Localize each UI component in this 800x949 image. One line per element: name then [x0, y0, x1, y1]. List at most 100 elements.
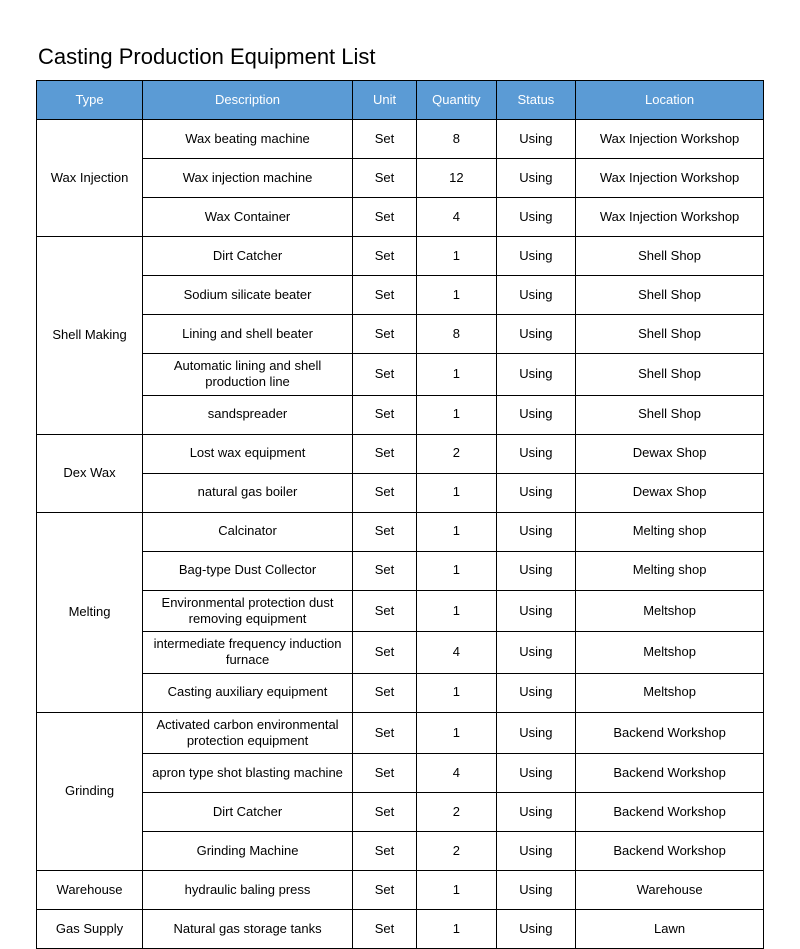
desc-cell: Bag-type Dust Collector [143, 551, 353, 590]
col-unit: Unit [352, 81, 416, 120]
unit-cell: Set [352, 793, 416, 832]
loc-cell: Wax Injection Workshop [576, 159, 764, 198]
table-row: Dirt Catcher Set 2 Using Backend Worksho… [37, 793, 764, 832]
loc-cell: Meltshop [576, 632, 764, 674]
equipment-table: Type Description Unit Quantity Status Lo… [36, 80, 764, 949]
col-location: Location [576, 81, 764, 120]
qty-cell: 2 [417, 832, 497, 871]
desc-cell: Dirt Catcher [143, 793, 353, 832]
stat-cell: Using [496, 793, 576, 832]
stat-cell: Using [496, 590, 576, 632]
qty-cell: 2 [417, 434, 497, 473]
table-row: Wax Injection Wax beating machine Set 8 … [37, 120, 764, 159]
stat-cell: Using [496, 120, 576, 159]
table-row: Grinding Activated carbon environmental … [37, 712, 764, 754]
table-header-row: Type Description Unit Quantity Status Lo… [37, 81, 764, 120]
qty-cell: 1 [417, 673, 497, 712]
unit-cell: Set [352, 276, 416, 315]
desc-cell: Grinding Machine [143, 832, 353, 871]
stat-cell: Using [496, 276, 576, 315]
desc-cell: Wax beating machine [143, 120, 353, 159]
desc-cell: Environmental protection dust removing e… [143, 590, 353, 632]
unit-cell: Set [352, 590, 416, 632]
desc-cell: natural gas boiler [143, 473, 353, 512]
table-row: Grinding Machine Set 2 Using Backend Wor… [37, 832, 764, 871]
loc-cell: Warehouse [576, 871, 764, 910]
loc-cell: Shell Shop [576, 276, 764, 315]
stat-cell: Using [496, 434, 576, 473]
unit-cell: Set [352, 315, 416, 354]
qty-cell: 2 [417, 793, 497, 832]
table-row: natural gas boiler Set 1 Using Dewax Sho… [37, 473, 764, 512]
unit-cell: Set [352, 434, 416, 473]
loc-cell: Shell Shop [576, 237, 764, 276]
table-row: intermediate frequency induction furnace… [37, 632, 764, 674]
table-row: Melting Calcinator Set 1 Using Melting s… [37, 512, 764, 551]
type-cell: Grinding [37, 712, 143, 871]
type-cell: Wax Injection [37, 120, 143, 237]
unit-cell: Set [352, 159, 416, 198]
col-type: Type [37, 81, 143, 120]
loc-cell: Backend Workshop [576, 793, 764, 832]
stat-cell: Using [496, 551, 576, 590]
table-row: Casting auxiliary equipment Set 1 Using … [37, 673, 764, 712]
unit-cell: Set [352, 551, 416, 590]
table-row: Lining and shell beater Set 8 Using Shel… [37, 315, 764, 354]
unit-cell: Set [352, 473, 416, 512]
table-row: Bag-type Dust Collector Set 1 Using Melt… [37, 551, 764, 590]
qty-cell: 1 [417, 354, 497, 396]
table-row: Automatic lining and shell production li… [37, 354, 764, 396]
desc-cell: hydraulic baling press [143, 871, 353, 910]
desc-cell: Wax injection machine [143, 159, 353, 198]
loc-cell: Dewax Shop [576, 473, 764, 512]
stat-cell: Using [496, 832, 576, 871]
stat-cell: Using [496, 754, 576, 793]
loc-cell: Shell Shop [576, 354, 764, 396]
qty-cell: 1 [417, 551, 497, 590]
loc-cell: Meltshop [576, 590, 764, 632]
loc-cell: Dewax Shop [576, 434, 764, 473]
desc-cell: Calcinator [143, 512, 353, 551]
stat-cell: Using [496, 159, 576, 198]
unit-cell: Set [352, 237, 416, 276]
desc-cell: Dirt Catcher [143, 237, 353, 276]
stat-cell: Using [496, 673, 576, 712]
qty-cell: 1 [417, 512, 497, 551]
table-body: Wax Injection Wax beating machine Set 8 … [37, 120, 764, 949]
stat-cell: Using [496, 910, 576, 949]
stat-cell: Using [496, 712, 576, 754]
table-row: Shell Making Dirt Catcher Set 1 Using Sh… [37, 237, 764, 276]
desc-cell: intermediate frequency induction furnace [143, 632, 353, 674]
qty-cell: 1 [417, 910, 497, 949]
type-cell: Warehouse [37, 871, 143, 910]
table-row: Gas Supply Natural gas storage tanks Set… [37, 910, 764, 949]
type-cell: Shell Making [37, 237, 143, 435]
stat-cell: Using [496, 395, 576, 434]
stat-cell: Using [496, 512, 576, 551]
qty-cell: 12 [417, 159, 497, 198]
stat-cell: Using [496, 237, 576, 276]
table-row: Sodium silicate beater Set 1 Using Shell… [37, 276, 764, 315]
table-row: sandspreader Set 1 Using Shell Shop [37, 395, 764, 434]
col-status: Status [496, 81, 576, 120]
type-cell: Gas Supply [37, 910, 143, 949]
page-title: Casting Production Equipment List [38, 44, 764, 70]
desc-cell: sandspreader [143, 395, 353, 434]
loc-cell: Meltshop [576, 673, 764, 712]
table-row: Warehouse hydraulic baling press Set 1 U… [37, 871, 764, 910]
unit-cell: Set [352, 673, 416, 712]
table-row: apron type shot blasting machine Set 4 U… [37, 754, 764, 793]
qty-cell: 1 [417, 276, 497, 315]
col-description: Description [143, 81, 353, 120]
type-cell: Melting [37, 512, 143, 712]
unit-cell: Set [352, 632, 416, 674]
stat-cell: Using [496, 473, 576, 512]
qty-cell: 1 [417, 473, 497, 512]
desc-cell: Activated carbon environmental protectio… [143, 712, 353, 754]
desc-cell: Automatic lining and shell production li… [143, 354, 353, 396]
unit-cell: Set [352, 354, 416, 396]
unit-cell: Set [352, 512, 416, 551]
qty-cell: 1 [417, 871, 497, 910]
desc-cell: Casting auxiliary equipment [143, 673, 353, 712]
qty-cell: 4 [417, 754, 497, 793]
